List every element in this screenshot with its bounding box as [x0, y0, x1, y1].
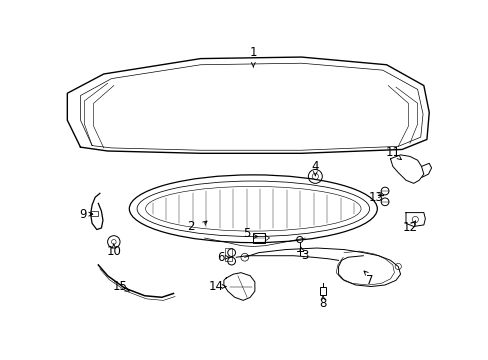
Bar [90, 211, 98, 216]
Bar [253, 233, 264, 243]
Text: 2: 2 [187, 220, 195, 233]
Text: 4: 4 [311, 160, 319, 173]
Text: 7: 7 [365, 274, 372, 287]
Text: 8: 8 [319, 297, 326, 310]
Text: 13: 13 [367, 191, 383, 204]
Text: 1: 1 [249, 46, 257, 59]
Bar [225, 248, 231, 261]
Bar [319, 287, 325, 295]
Text: 12: 12 [402, 221, 417, 234]
Text: 15: 15 [112, 280, 127, 293]
Text: 3: 3 [300, 249, 307, 262]
Text: 11: 11 [385, 146, 400, 159]
Text: 5: 5 [243, 227, 250, 240]
Text: 10: 10 [106, 244, 121, 258]
Text: 6: 6 [217, 251, 224, 264]
Text: 14: 14 [208, 280, 223, 293]
Text: 9: 9 [79, 208, 86, 221]
